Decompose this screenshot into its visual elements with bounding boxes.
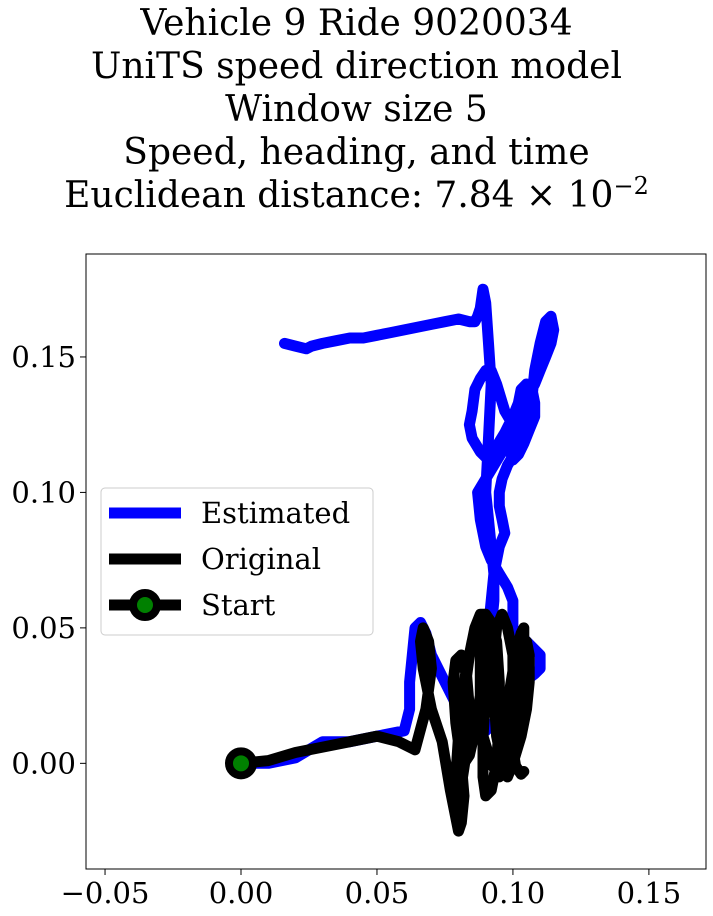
y-tick-label: 0.00 <box>11 746 76 780</box>
y-tick-label: 0.10 <box>11 475 76 509</box>
x-tick-label: 0.15 <box>617 876 682 910</box>
y-axis: 0.00 0.05 0.10 0.15 <box>11 340 86 780</box>
title-line-4: Speed, heading, and time <box>123 132 590 173</box>
plot-area <box>225 283 560 837</box>
series-original-line <box>235 608 535 837</box>
legend-start-marker <box>129 589 161 621</box>
legend-original-label: Original <box>201 542 321 576</box>
legend: Estimated Original Start <box>100 487 374 636</box>
series-start-marker <box>225 747 257 780</box>
y-tick-label: 0.15 <box>11 340 76 374</box>
title-line-5-exponent: −2 <box>613 172 649 200</box>
title-line-3: Window size 5 <box>225 89 488 130</box>
legend-estimated-label: Estimated <box>201 496 350 530</box>
title-line-1: Vehicle 9 Ride 9020034 <box>140 3 573 44</box>
legend-start-label: Start <box>201 588 276 622</box>
x-tick-label: −0.05 <box>61 876 150 910</box>
y-tick-label: 0.05 <box>11 611 76 645</box>
x-tick-label: 0.05 <box>345 876 410 910</box>
x-tick-label: 0.10 <box>481 876 546 910</box>
chart-title: Vehicle 9 Ride 9020034 UniTS speed direc… <box>0 2 713 217</box>
title-line-2: UniTS speed direction model <box>91 46 622 87</box>
plot-frame <box>85 253 707 870</box>
legend-box <box>100 487 374 636</box>
x-tick-label: 0.00 <box>209 876 274 910</box>
x-axis: −0.05 0.00 0.05 0.10 0.15 <box>61 869 682 910</box>
title-line-5: Euclidean distance: 7.84 × 10−2 <box>0 174 713 217</box>
title-line-5-text: Euclidean distance: 7.84 × 10 <box>64 175 614 216</box>
